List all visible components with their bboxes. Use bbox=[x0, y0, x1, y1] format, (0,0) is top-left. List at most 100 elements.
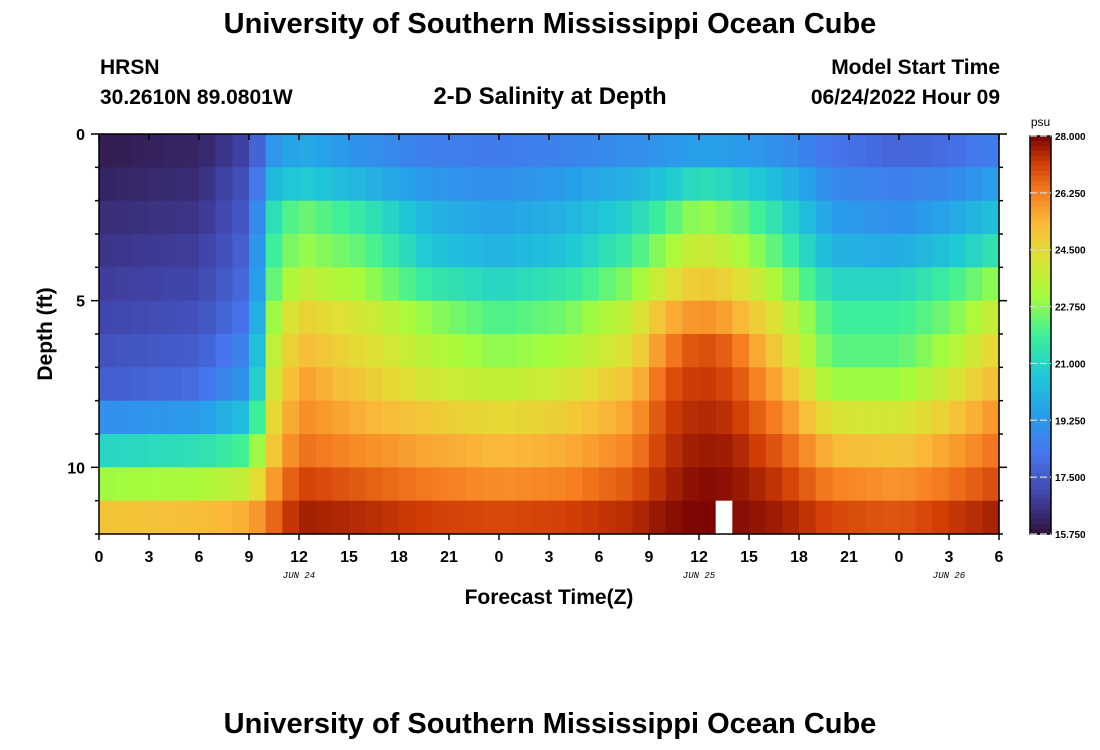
heatmap-cell bbox=[349, 267, 367, 302]
heatmap-cell bbox=[715, 200, 733, 235]
heatmap-cell bbox=[232, 300, 250, 335]
heatmap-cell bbox=[249, 267, 267, 302]
heatmap-cell bbox=[332, 234, 350, 268]
heatmap-cell bbox=[465, 367, 483, 402]
heatmap-cell bbox=[332, 400, 350, 435]
heatmap-cell bbox=[699, 434, 717, 468]
heatmap-cell bbox=[599, 234, 617, 268]
heatmap-cell bbox=[199, 434, 217, 468]
heatmap-cell bbox=[182, 500, 200, 535]
heatmap-cell bbox=[182, 200, 200, 235]
heatmap-cell bbox=[515, 334, 533, 368]
colorbar-tick-label: 24.500 bbox=[1055, 246, 1086, 257]
heatmap-cell bbox=[115, 234, 133, 268]
heatmap-cell bbox=[415, 467, 433, 502]
heatmap-cell bbox=[949, 300, 967, 335]
heatmap-cell bbox=[465, 234, 483, 268]
heatmap-cell bbox=[265, 134, 283, 168]
heatmap-cell bbox=[515, 467, 533, 502]
colorbar-segment bbox=[1030, 369, 1051, 376]
heatmap-cell bbox=[599, 300, 617, 335]
heatmap-cell bbox=[482, 334, 500, 368]
date-label: JUN 26 bbox=[933, 571, 966, 581]
footer-title: University of Southern Mississippi Ocean… bbox=[223, 708, 877, 740]
heatmap-cell bbox=[299, 434, 317, 468]
heatmap-cell bbox=[932, 400, 950, 435]
heatmap-cell bbox=[665, 467, 683, 502]
colorbar-segment bbox=[1030, 484, 1051, 490]
heatmap-cell bbox=[282, 467, 300, 502]
heatmap-cell bbox=[565, 467, 583, 502]
heatmap-cell bbox=[149, 167, 167, 202]
heatmap-cell bbox=[799, 234, 817, 268]
heatmap-cell bbox=[199, 200, 217, 235]
heatmap-cell bbox=[649, 400, 667, 435]
heatmap-cell bbox=[99, 134, 117, 168]
heatmap-cell bbox=[149, 200, 167, 235]
heatmap-cell bbox=[599, 134, 617, 168]
heatmap-cell bbox=[482, 134, 500, 168]
heatmap-cell bbox=[582, 200, 600, 235]
heatmap-cell bbox=[499, 234, 517, 268]
colorbar-segment bbox=[1030, 389, 1051, 396]
heatmap-cell bbox=[465, 167, 483, 202]
heatmap-cell bbox=[582, 467, 600, 502]
heatmap-cell bbox=[715, 434, 733, 468]
heatmap-cell bbox=[249, 234, 267, 268]
page-title: University of Southern Mississippi Ocean… bbox=[223, 8, 877, 40]
heatmap-cell bbox=[782, 167, 800, 202]
heatmap-cell bbox=[349, 400, 367, 435]
heatmap-cell bbox=[982, 467, 1000, 502]
heatmap-cell bbox=[432, 467, 450, 502]
heatmap-cell bbox=[532, 167, 550, 202]
heatmap-cell bbox=[615, 267, 633, 302]
heatmap-cell bbox=[632, 134, 650, 168]
heatmap-cell bbox=[915, 167, 933, 202]
heatmap-cell bbox=[715, 267, 733, 302]
heatmap-cell bbox=[249, 400, 267, 435]
x-tick-label: 9 bbox=[645, 549, 654, 566]
heatmap-cell bbox=[949, 134, 967, 168]
heatmap-cell bbox=[682, 134, 700, 168]
heatmap-cell bbox=[165, 400, 183, 435]
heatmap-cell bbox=[99, 200, 117, 235]
heatmap-cell bbox=[332, 334, 350, 368]
heatmap-cell bbox=[865, 434, 883, 468]
heatmap-cell bbox=[815, 167, 833, 202]
heatmap-cell bbox=[582, 334, 600, 368]
heatmap-cell bbox=[332, 367, 350, 402]
heatmap-cell bbox=[649, 434, 667, 468]
heatmap-cell bbox=[132, 467, 150, 502]
chart-title: 2-D Salinity at Depth bbox=[433, 83, 667, 110]
heatmap-cell bbox=[399, 334, 417, 368]
heatmap-cell bbox=[149, 434, 167, 468]
heatmap-cell bbox=[282, 367, 300, 402]
heatmap-cell bbox=[265, 434, 283, 468]
heatmap-cell bbox=[699, 134, 717, 168]
heatmap-cell bbox=[332, 267, 350, 302]
heatmap-cell bbox=[549, 334, 567, 368]
colorbar-segment bbox=[1030, 180, 1051, 187]
heatmap-cell bbox=[532, 200, 550, 235]
heatmap-cell bbox=[715, 167, 733, 202]
heatmap-cell bbox=[382, 400, 400, 435]
heatmap-cell bbox=[399, 234, 417, 268]
heatmap-cell bbox=[865, 200, 883, 235]
heatmap-cell bbox=[965, 200, 983, 235]
heatmap-cell bbox=[415, 267, 433, 302]
heatmap-cell bbox=[982, 334, 1000, 368]
heatmap-cell bbox=[465, 134, 483, 168]
colorbar-segment bbox=[1030, 339, 1051, 346]
heatmap-cell bbox=[815, 500, 833, 535]
heatmap-cell bbox=[832, 267, 850, 302]
heatmap-cell bbox=[415, 300, 433, 335]
heatmap-cell bbox=[299, 334, 317, 368]
heatmap-cell bbox=[265, 167, 283, 202]
colorbar-segment bbox=[1030, 479, 1051, 485]
heatmap-cell bbox=[765, 234, 783, 268]
heatmap-cell bbox=[699, 300, 717, 335]
heatmap-cell bbox=[965, 134, 983, 168]
colorbar-tick-label: 17.500 bbox=[1055, 473, 1086, 484]
heatmap-cell bbox=[765, 500, 783, 535]
colorbar-segment bbox=[1030, 220, 1051, 227]
